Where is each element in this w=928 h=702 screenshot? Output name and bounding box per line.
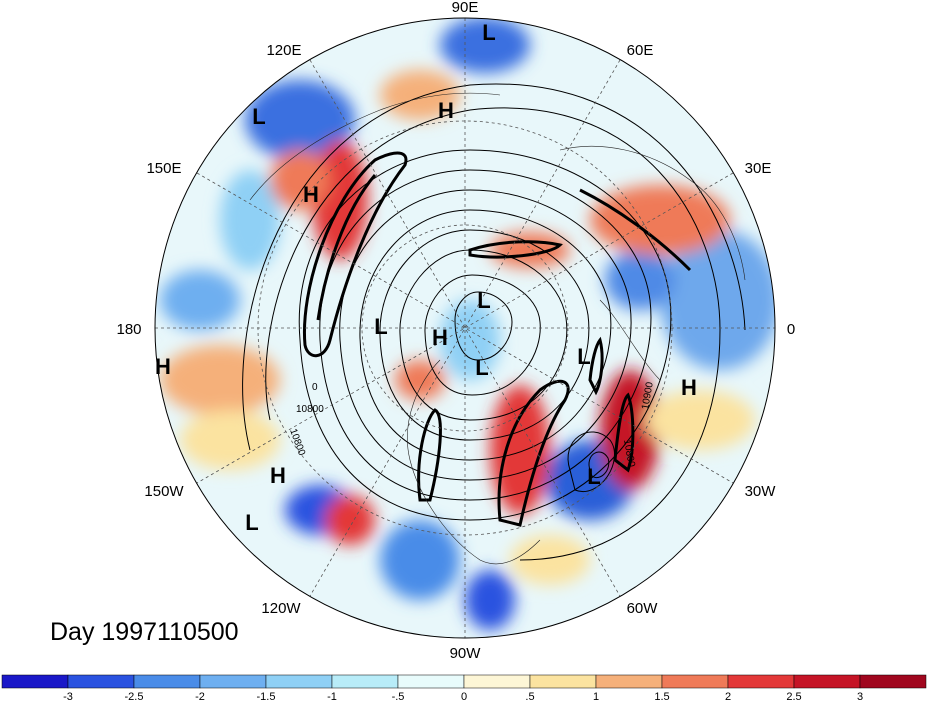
colorbar-swatch — [1, 674, 69, 689]
colorbar-tick-label: -2.5 — [125, 691, 144, 702]
map-boundary — [154, 17, 776, 639]
colorbar-tick-label: -2 — [195, 691, 205, 702]
lon-label-90w: 90W — [450, 645, 482, 662]
colorbar-tick-label: 0 — [461, 691, 467, 702]
lon-label-120e: 120E — [266, 42, 301, 59]
colorbar-swatch — [859, 674, 927, 689]
contour-label: 10800 — [621, 439, 637, 469]
high-center: H — [438, 98, 454, 123]
colorbar-tick-label: 3 — [857, 691, 863, 702]
colorbar-tick-label: -3 — [63, 691, 73, 702]
lon-label-150w: 150W — [144, 483, 184, 500]
low-center: L — [587, 464, 600, 489]
colorbar-swatch — [397, 674, 465, 689]
jet-contours — [302, 151, 692, 527]
lon-label-150e: 150E — [146, 160, 181, 177]
lon-label-120w: 120W — [261, 600, 301, 617]
contour-label: 0 — [312, 382, 318, 393]
colorbar-swatch — [793, 674, 861, 689]
colorbar-swatch — [463, 674, 531, 689]
low-center: L — [475, 355, 488, 380]
contour-label: 10800 — [296, 404, 324, 415]
contour-label: 10900 — [640, 381, 656, 411]
colorbar-swatch — [727, 674, 795, 689]
colorbar-tick-label: -1 — [327, 691, 337, 702]
colorbar-tick-label: 2.5 — [786, 691, 801, 702]
coastlines — [249, 92, 746, 565]
colorbar-tick-label: -.5 — [392, 691, 405, 702]
high-center: H — [155, 354, 171, 379]
colorbar-tick-label: -1.5 — [257, 691, 276, 702]
colorbar-tick-label: 1.5 — [654, 691, 669, 702]
colorbar-tick-label: 1 — [593, 691, 599, 702]
colorbar-tick-label: 2 — [725, 691, 731, 702]
low-center: L — [482, 20, 495, 45]
colorbar-swatch — [331, 674, 399, 689]
lon-label-180: 180 — [116, 321, 141, 338]
colorbar-swatch — [133, 674, 201, 689]
lon-label-60w: 60W — [627, 600, 659, 617]
colorbar: -3 -2.5 -2 -1.5 -1 -.5 0 .5 1 1.5 2 2.5 3 — [1, 674, 927, 702]
lon-label-30w: 30W — [745, 483, 777, 500]
graticule — [155, 18, 775, 638]
high-center: H — [303, 182, 319, 207]
colorbar-tick-label: .5 — [525, 691, 534, 702]
low-center: L — [477, 288, 490, 313]
colorbar-swatch — [595, 674, 663, 689]
anomaly-field — [155, 18, 775, 638]
high-center: H — [270, 463, 286, 488]
colorbar-swatch — [67, 674, 135, 689]
low-center: L — [252, 104, 265, 129]
lon-label-0: 0 — [787, 321, 795, 338]
low-center: L — [245, 510, 258, 535]
low-center: L — [374, 314, 387, 339]
lon-label-60e: 60E — [627, 42, 654, 59]
lon-label-90e: 90E — [452, 0, 479, 16]
colorbar-swatch — [661, 674, 729, 689]
colorbar-swatch — [199, 674, 267, 689]
lon-label-30e: 30E — [745, 160, 772, 177]
high-center: H — [681, 375, 697, 400]
day-title: Day 1997110500 — [50, 618, 239, 646]
high-center: H — [432, 325, 448, 350]
colorbar-swatch — [529, 674, 597, 689]
low-center: L — [577, 344, 590, 369]
colorbar-swatch — [265, 674, 333, 689]
